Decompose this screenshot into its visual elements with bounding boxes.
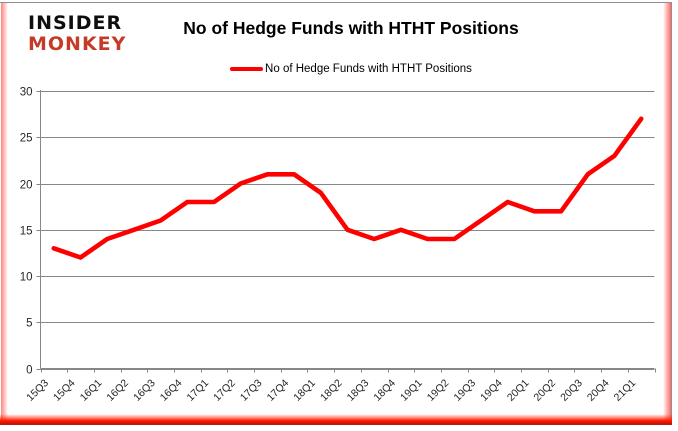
x-axis-label-15Q3: 15Q3 — [24, 377, 51, 404]
y-axis-label-20: 20 — [20, 180, 33, 192]
x-axis-label-19Q2: 19Q2 — [425, 377, 452, 404]
x-axis-label-16Q1: 16Q1 — [78, 377, 105, 404]
y-axis-label-10: 10 — [20, 272, 33, 284]
y-axis-label-5: 5 — [26, 318, 32, 330]
series-line — [51, 116, 644, 260]
x-axis-label-21Q1: 21Q1 — [612, 377, 639, 404]
x-axis-label-18Q2: 18Q2 — [318, 377, 345, 404]
x-axis-label-18Q1: 18Q1 — [291, 377, 318, 404]
x-axis-label-17Q3: 17Q3 — [238, 377, 265, 404]
x-axis-label-16Q4: 16Q4 — [158, 377, 185, 404]
insider-monkey-logo: INSIDER MONKEY — [28, 13, 126, 55]
x-axis-label-16Q3: 16Q3 — [131, 377, 158, 404]
frame-right-red-glow — [663, 3, 671, 423]
frame-right-border — [671, 2, 672, 425]
y-axis-label-30: 30 — [20, 87, 33, 99]
logo-line-monkey: MONKEY — [28, 33, 127, 55]
x-axis-label-20Q4: 20Q4 — [585, 377, 612, 404]
logo-line-insider: INSIDER — [28, 12, 123, 34]
y-axis-label-0: 0 — [26, 365, 32, 377]
chart-legend: No of Hedge Funds with HTHT Positions — [30, 58, 672, 76]
x-axis-label-20Q3: 20Q3 — [558, 377, 585, 404]
y-axis-label-25: 25 — [20, 133, 33, 145]
chart-title: No of Hedge Funds with HTHT Positions — [183, 18, 519, 38]
legend-line-swatch — [230, 67, 264, 71]
x-axis-label-20Q2: 20Q2 — [532, 377, 559, 404]
x-axis-label-17Q4: 17Q4 — [265, 377, 292, 404]
frame-top-border — [0, 2, 672, 3]
x-axis-label-19Q4: 19Q4 — [478, 377, 505, 404]
frame-left-red-glow — [1, 3, 8, 423]
x-axis-label-17Q1: 17Q1 — [184, 377, 211, 404]
x-axis-label-19Q3: 19Q3 — [451, 377, 478, 404]
legend-label: No of Hedge Funds with HTHT Positions — [265, 63, 472, 75]
frame-bottom-red-glow — [0, 414, 672, 425]
x-axis-label-15Q4: 15Q4 — [51, 377, 78, 404]
x-axis-label-17Q2: 17Q2 — [211, 377, 238, 404]
x-axis-label-16Q2: 16Q2 — [104, 377, 131, 404]
x-axis-label-20Q1: 20Q1 — [505, 377, 532, 404]
x-axis-label-19Q1: 19Q1 — [398, 377, 425, 404]
y-axis-label-15: 15 — [20, 226, 33, 238]
x-axis-label-18Q4: 18Q4 — [371, 377, 398, 404]
x-axis-label-18Q3: 18Q3 — [345, 377, 372, 404]
